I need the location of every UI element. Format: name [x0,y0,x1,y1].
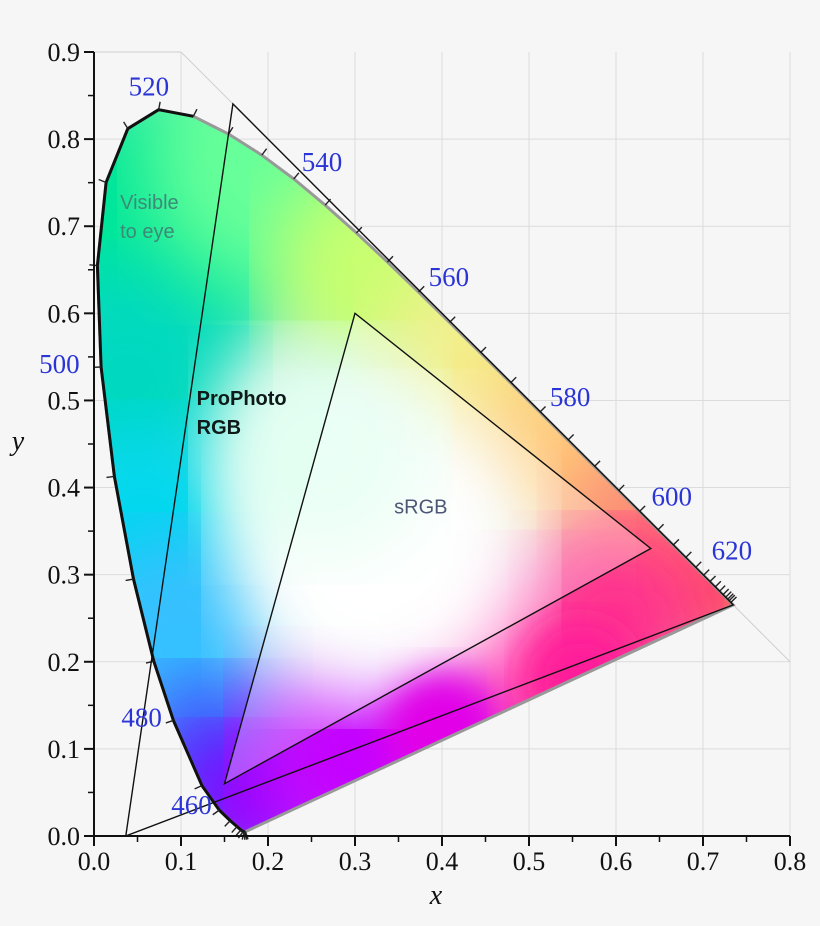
region-annotation: Visible to eye [120,192,179,243]
wavelength-tick [165,719,174,724]
wavelength-tick [722,588,730,596]
spectral-locus-dark-outline [95,108,246,834]
wavelength-tick [657,523,665,531]
wavelength-tick [123,121,129,130]
wavelength-tick [567,434,575,441]
wavelength-tick [728,594,736,602]
wavelength-tick [293,172,300,180]
wavelength-label-540: 540 [302,147,343,177]
x-tick-label: 0.8 [774,847,807,876]
srgb-gamut-triangle [223,312,653,786]
wavelength-tick [638,505,646,513]
wavelength-tick [539,405,547,413]
wavelength-tick [231,826,238,833]
color-blob [526,624,637,735]
wavelength-tick [106,475,115,479]
labels: 460 480 500 520 540 560 580 600 620 Visible to eye… [39,72,752,820]
wavelength-label-520: 520 [129,72,170,102]
wavelength-tick [695,561,702,568]
wavelength-tick [224,820,231,827]
y-tick-label: 0.9 [48,38,81,67]
x-tick-label: 0.4 [426,847,459,876]
wavelength-label-600: 600 [651,482,692,512]
region-annotation-line: RGB [197,417,241,439]
wavelength-label-620: 620 [712,535,753,565]
region-annotation-line: sRGB [394,497,447,519]
wavelength-label-580: 580 [550,382,591,412]
wavelength-tick [709,575,717,583]
wavelength-tick [618,484,625,492]
y-tick-label: 0.2 [48,648,81,677]
color-blob [210,342,431,563]
y-tick-label: 0.8 [48,125,81,154]
wavelength-tick [212,809,220,816]
region-annotation-line: Visible [120,192,179,214]
y-tick-label: 0.3 [48,561,81,590]
wavelength-tick [125,578,134,582]
wavelength-tick [261,148,268,156]
wavelength-tick [727,593,734,600]
wavelength-tick [719,585,726,592]
x-tick-label: 0.2 [252,847,285,876]
x-tick-label: 0.1 [165,847,198,876]
y-tick-label: 0.4 [48,474,81,503]
x-tick-label: 0.6 [600,847,633,876]
x-axis-label: x [429,880,443,911]
y-axis-label: y [9,426,25,457]
y-tick-label: 0.7 [48,212,81,241]
region-annotation-line: ProPhoto [197,388,287,410]
axes: 0.0 0.1 0.2 0.3 0.4 0.5 0.6 0.7 0.8 0.0 0.1 0.2 0.3 0… [9,38,806,911]
wavelength-tick [194,785,203,790]
region-annotation: ProPhoto RGB [197,388,287,439]
region-annotation-line: to eye [120,221,174,243]
wavelength-tick [593,460,601,467]
wavelength-label-500: 500 [39,349,80,379]
x-tick-label: 0.5 [513,847,546,876]
wavelength-tick [192,108,198,117]
y-tick-label: 0.1 [48,735,81,764]
wavelength-tick [703,569,710,576]
wavelength-tick [725,591,732,598]
wavelength-label-480: 480 [121,702,162,732]
y-tick-label: 0.0 [48,822,81,851]
x-tick-label: 0.3 [339,847,372,876]
region-annotation: sRGB [394,497,447,519]
wavelength-tick [672,538,680,546]
wavelength-label-460: 460 [171,790,212,820]
wavelength-tick [98,178,107,184]
wavelength-tick [145,660,154,664]
wavelength-tick [235,829,242,837]
wavelength-tick [157,101,161,110]
wavelength-tick [685,551,692,559]
outlines [89,101,737,840]
wavelength-tick [386,255,394,263]
wavelength-tick [714,580,722,588]
x-tick-label: 0.0 [78,847,111,876]
wavelength-tick [730,596,737,604]
y-tick-label: 0.5 [48,386,81,415]
prophoto-gamut-triangle [124,102,735,837]
x-tick-label: 0.7 [687,847,720,876]
y-tick-label: 0.6 [48,299,81,328]
wavelength-label-560: 560 [429,262,470,292]
